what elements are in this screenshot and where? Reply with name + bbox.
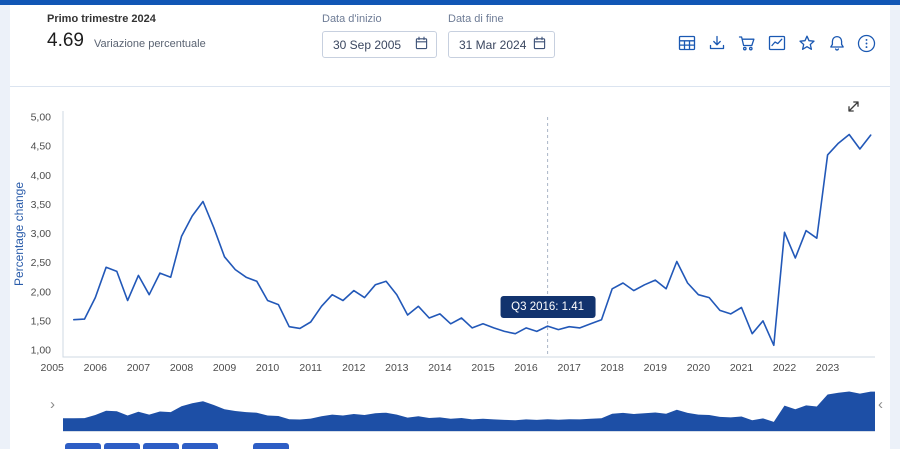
chart-panel [10,87,890,439]
header-bar: Primo trimestre 2024 4.69 Variazione per… [10,5,890,87]
end-date-label: Data di fine [448,13,504,25]
navigator-left-handle[interactable]: › [50,396,55,413]
table-view-button[interactable] [677,35,696,54]
calendar-icon [533,36,546,53]
period-button[interactable] [253,443,289,449]
left-gutter [0,5,10,449]
bell-icon [828,34,846,55]
line-chart-icon [768,34,786,55]
cart-icon [738,34,756,55]
chart-toolbar [677,34,876,56]
chart-view-button[interactable] [767,35,786,54]
more-options-icon [857,34,876,56]
start-date-input[interactable]: 30 Sep 2005 [322,31,437,58]
y-axis-title: Percentage change [12,181,26,287]
favorite-button[interactable] [797,35,816,54]
end-date-field: Data di fine 31 Mar 2024 [448,13,555,58]
start-date-field: Data d'inizio 30 Sep 2005 [322,13,437,58]
add-to-cart-button[interactable] [737,35,756,54]
period-label: Primo trimestre 2024 [47,13,156,25]
period-button[interactable] [182,443,218,449]
end-date-value: 31 Mar 2024 [459,37,527,52]
star-icon [798,34,816,55]
latest-value-summary: Primo trimestre 2024 4.69 Variazione per… [47,13,206,52]
expand-icon [845,101,862,118]
period-button[interactable] [143,443,179,449]
download-icon [708,34,726,55]
table-icon [678,34,696,55]
latest-value: 4.69 [47,30,84,51]
end-date-input[interactable]: 31 Mar 2024 [448,31,555,58]
value-caption: Variazione percentuale [93,38,206,50]
download-button[interactable] [707,35,726,54]
period-button[interactable] [104,443,140,449]
start-date-value: 30 Sep 2005 [333,37,402,52]
navigator-right-handle[interactable]: ‹ [878,396,883,413]
start-date-label: Data d'inizio [322,13,382,25]
more-options-button[interactable] [857,34,876,56]
chart-tooltip: Q3 2016: 1.41 [500,296,596,318]
expand-chart-button[interactable] [842,98,864,118]
calendar-icon [415,36,428,53]
alert-button[interactable] [827,35,846,54]
top-accent-bar [0,0,900,5]
period-button[interactable] [65,443,101,449]
right-gutter [890,5,900,449]
